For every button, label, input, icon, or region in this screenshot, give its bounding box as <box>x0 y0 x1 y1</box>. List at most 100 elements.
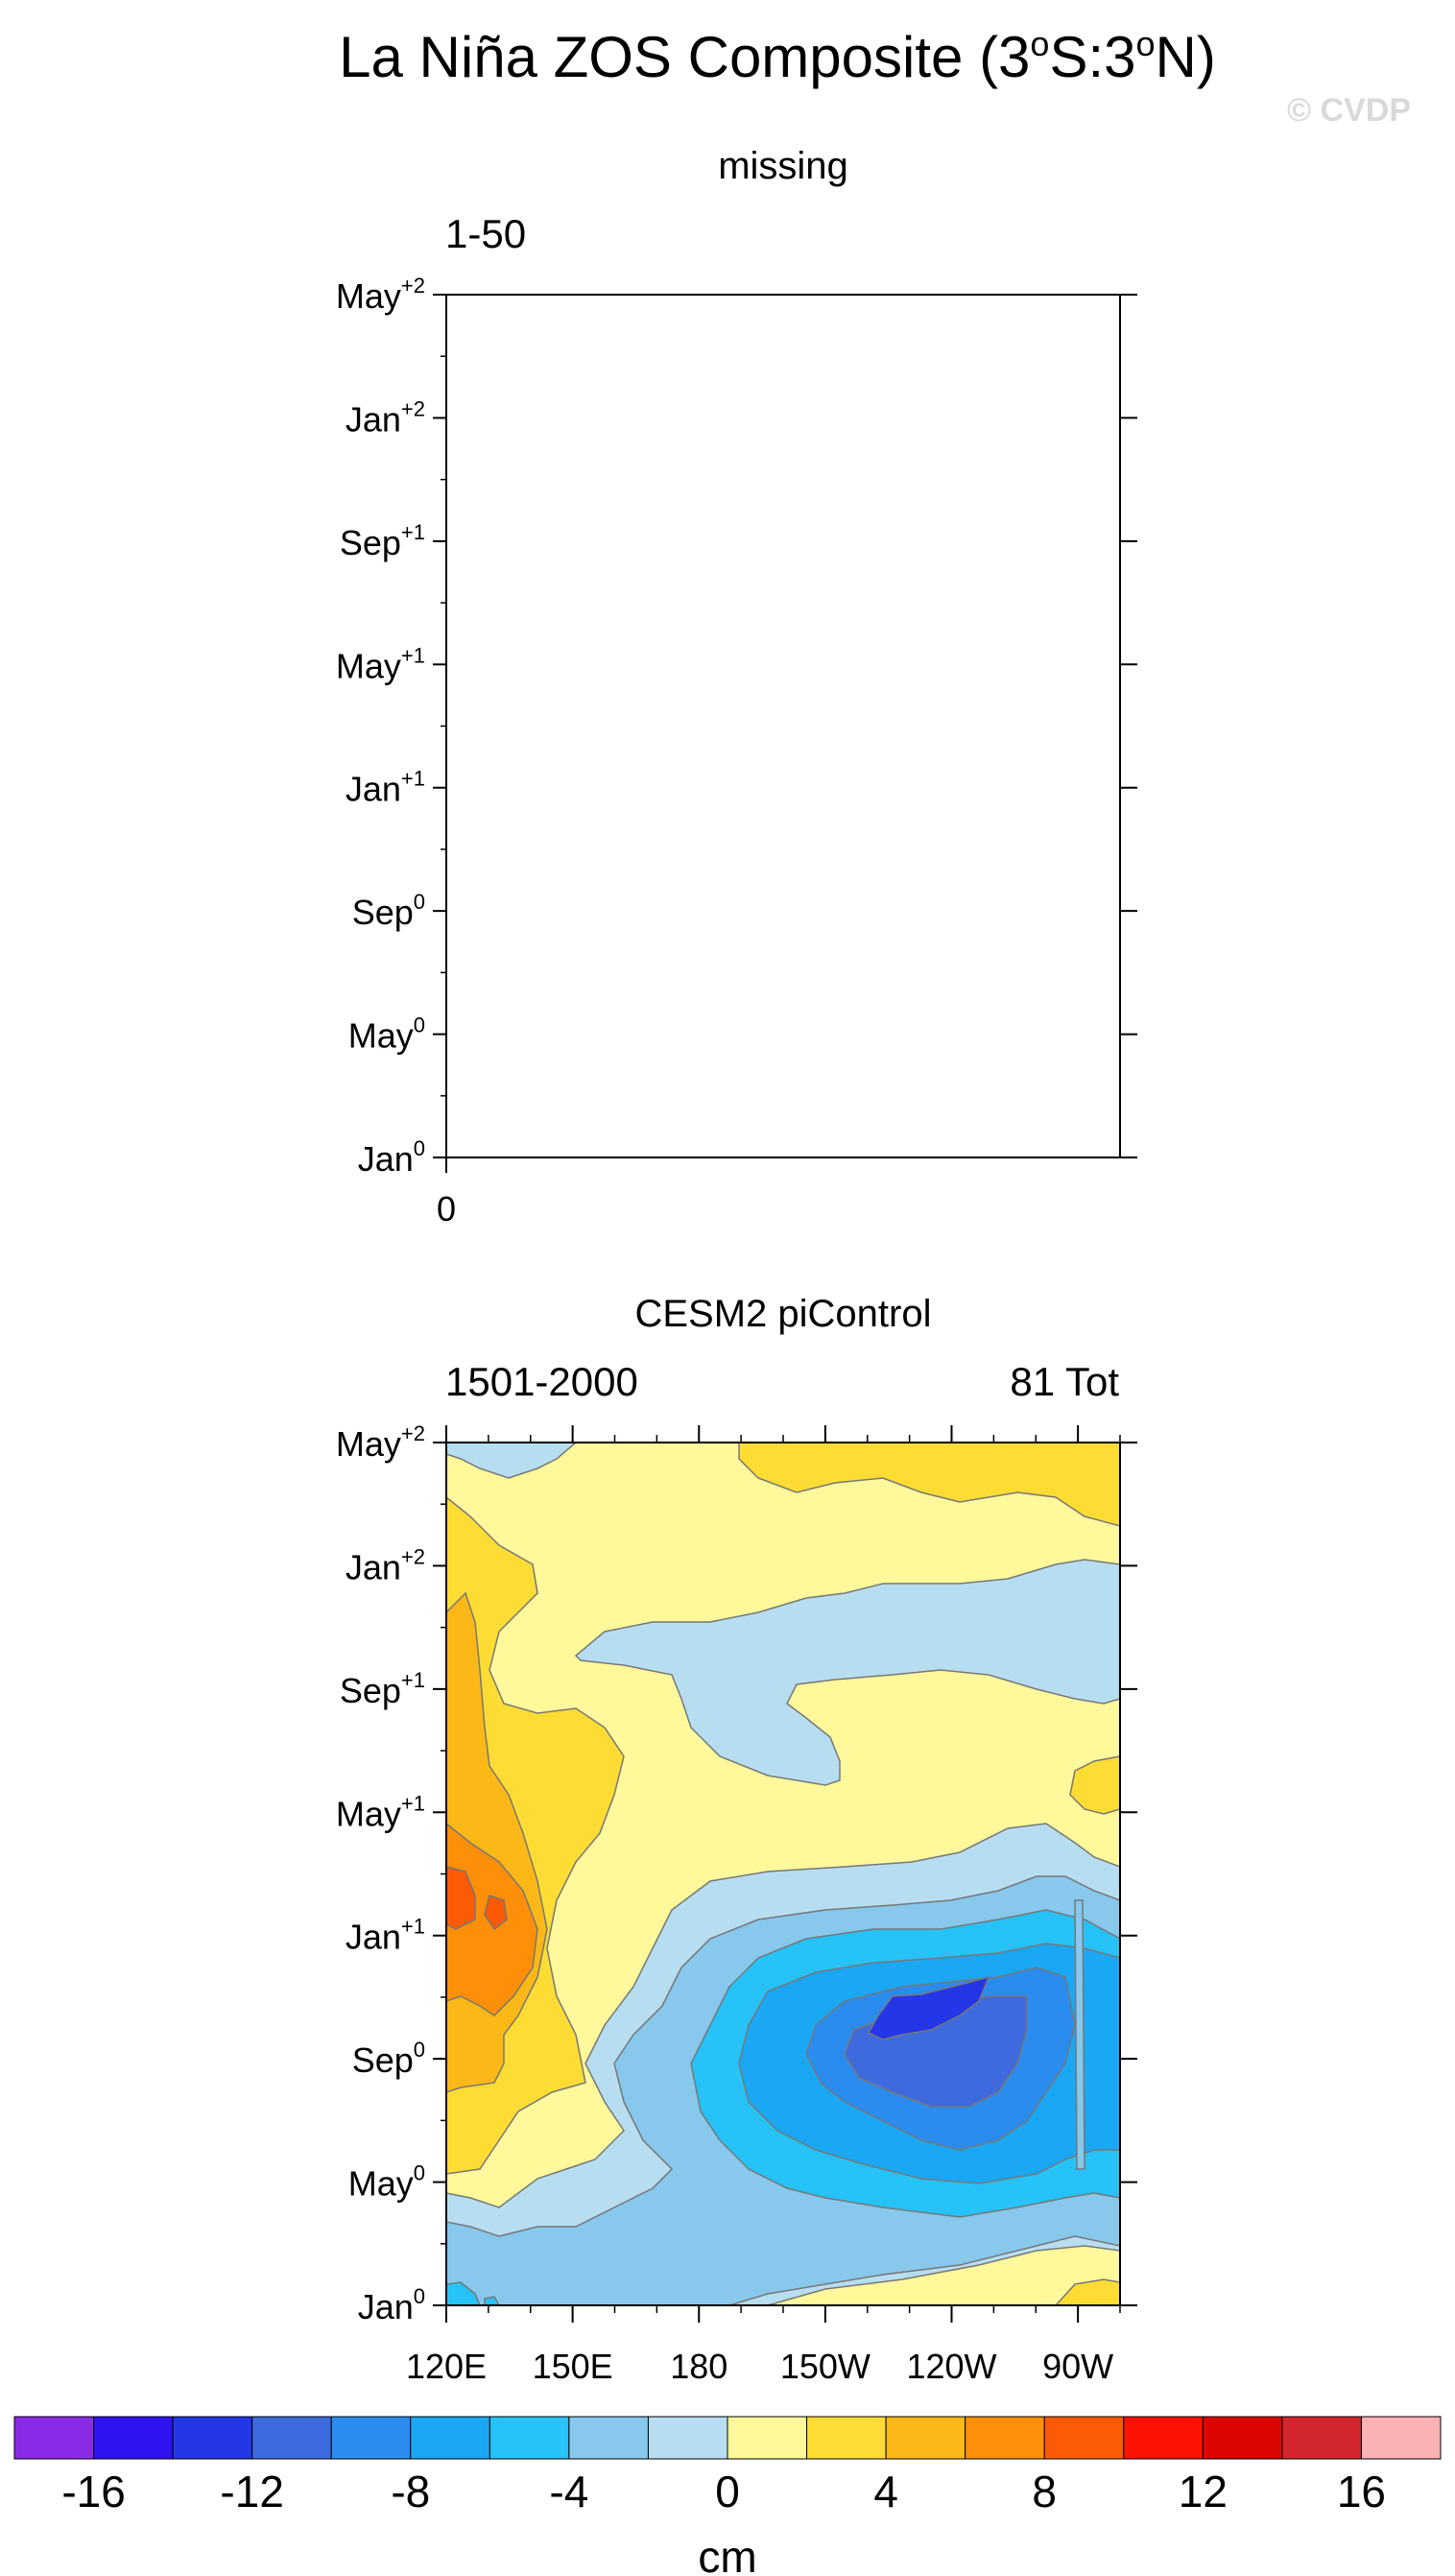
title-part-3: N) <box>1156 25 1216 89</box>
colorbar-swatch <box>568 2416 649 2460</box>
y-tick-sup: 0 <box>414 2284 425 2308</box>
panel1-title: missing <box>718 145 848 187</box>
colorbar-swatch <box>885 2416 966 2460</box>
colorbar-label: 16 <box>1337 2467 1386 2516</box>
colorbar-swatch <box>1043 2416 1125 2460</box>
x-tick-label: 150W <box>780 2347 871 2386</box>
contour-right-strip <box>1074 1899 1085 2170</box>
y-tick-sup: +2 <box>401 396 425 420</box>
panel1-plot-frame <box>445 294 1121 1158</box>
panel1-x-ticks: 0 <box>437 1157 456 1228</box>
y-tick-label: Jan0 <box>358 1136 425 1179</box>
y-tick-sup: +1 <box>401 1668 425 1692</box>
y-tick-base: Jan <box>358 1139 414 1179</box>
y-tick-base: Jan <box>346 770 401 809</box>
y-tick-base: Sep <box>352 2040 414 2080</box>
contour-negative-bottom-left2 <box>484 2296 500 2305</box>
y-tick-base: Jan <box>346 1547 401 1586</box>
x-tick-label: 150E <box>533 2347 613 2386</box>
y-tick-sup: 0 <box>414 1136 425 1160</box>
colorbar-swatch <box>251 2416 332 2460</box>
colorbar-swatch <box>13 2416 95 2460</box>
y-tick-base: Jan <box>346 1918 401 1957</box>
colorbar-swatch <box>727 2416 808 2460</box>
y-tick-sup: +1 <box>401 643 425 667</box>
panel2-right-label: 81 Tot <box>1010 1359 1119 1404</box>
y-tick-label: Sep0 <box>352 2038 425 2080</box>
y-tick-label: May+1 <box>336 643 425 685</box>
y-tick-label: Jan+1 <box>346 767 425 809</box>
panel2-left-label: 1501-2000 <box>445 1359 638 1404</box>
contour-positive-top <box>738 1443 1120 1527</box>
y-tick-label: Jan0 <box>358 2284 425 2326</box>
colorbar-label: -16 <box>61 2467 125 2516</box>
colorbar-swatch <box>330 2416 412 2460</box>
contour-positive-left-16b <box>484 1895 508 1931</box>
contour-positive-bottom <box>767 2245 1120 2305</box>
y-tick-sup: +1 <box>401 520 425 544</box>
y-tick-sup: +1 <box>401 767 425 791</box>
watermark: © CVDP <box>1287 92 1411 129</box>
x-tick-label: 180 <box>670 2347 728 2386</box>
colorbar-label: -4 <box>549 2467 588 2516</box>
contour-negative-top-left <box>446 1443 578 1479</box>
title-sup-1: o <box>1030 24 1049 63</box>
y-tick-label: Jan+1 <box>346 1915 425 1957</box>
y-tick-label: May0 <box>348 1014 425 1056</box>
colorbar-label: 0 <box>715 2467 740 2516</box>
y-tick-label: May+1 <box>336 1791 425 1833</box>
panel-missing: missing 1-50 Jan0May0Sep0Jan+1May+1Sep+1… <box>336 145 1137 1228</box>
panel2-contour-field <box>446 1443 1120 2305</box>
colorbar-swatch <box>965 2416 1045 2460</box>
x-tick-label: 0 <box>437 1189 456 1228</box>
panel-cesm2: CESM2 piControl 1501-2000 81 Tot <box>336 1293 1137 2386</box>
y-tick-sup: 0 <box>414 2161 425 2185</box>
title-part-2: S:3 <box>1049 25 1135 89</box>
colorbar-label: 12 <box>1179 2467 1228 2516</box>
colorbar-label: -8 <box>391 2467 430 2516</box>
contour-positive-right-edge <box>1069 1755 1120 1815</box>
x-tick-label: 120E <box>406 2347 487 2386</box>
contour-positive-bottom-4 <box>1054 2278 1120 2305</box>
y-tick-base: Jan <box>358 2287 414 2326</box>
panel2-title: CESM2 piControl <box>634 1293 931 1335</box>
title-part-1: La Niña ZOS Composite (3 <box>339 25 1030 89</box>
y-tick-base: Sep <box>340 1671 401 1710</box>
colorbar-swatch <box>93 2416 174 2460</box>
contour-negative-core <box>867 1975 990 2040</box>
colorbar-swatch <box>1123 2416 1204 2460</box>
y-tick-sup: +2 <box>401 1544 425 1568</box>
y-tick-base: Jan <box>346 399 401 439</box>
colorbar-swatch <box>1281 2416 1362 2460</box>
x-tick-label: 120W <box>906 2347 996 2386</box>
y-tick-sup: 0 <box>414 890 425 914</box>
y-tick-sup: 0 <box>414 1014 425 1038</box>
y-tick-base: May <box>336 1424 401 1464</box>
colorbar-label: 8 <box>1032 2467 1057 2516</box>
x-tick-label: 90W <box>1042 2347 1113 2386</box>
contour-positive-left-16 <box>446 1866 476 1930</box>
contour-negative-tongue <box>574 1559 1120 1786</box>
y-tick-base: May <box>348 2164 414 2204</box>
colorbar-units: cm <box>698 2532 756 2576</box>
colorbar-swatch <box>647 2416 728 2460</box>
y-tick-label: May0 <box>348 2161 425 2204</box>
y-tick-base: Sep <box>352 893 414 932</box>
y-tick-base: May <box>336 646 401 685</box>
y-tick-base: May <box>336 276 401 316</box>
y-tick-base: May <box>336 1794 401 1833</box>
contour-negative-bottom-left <box>446 2281 481 2305</box>
colorbar: -16 -12 -8 -4 0 4 8 12 16 <box>13 2416 1442 2516</box>
y-tick-label: Jan+2 <box>346 396 425 439</box>
figure-title: La Niña ZOS Composite (3oS:3oN) <box>339 24 1216 89</box>
colorbar-swatch <box>1202 2416 1283 2460</box>
y-tick-sup: +1 <box>401 1791 425 1815</box>
title-sup-2: o <box>1136 24 1156 63</box>
y-tick-label: May+2 <box>336 274 425 316</box>
colorbar-swatch <box>1360 2416 1442 2460</box>
panel2-x-ticks: 120E 150E 180 150W 120W 90W <box>406 1425 1121 2386</box>
colorbar-swatch <box>806 2416 887 2460</box>
